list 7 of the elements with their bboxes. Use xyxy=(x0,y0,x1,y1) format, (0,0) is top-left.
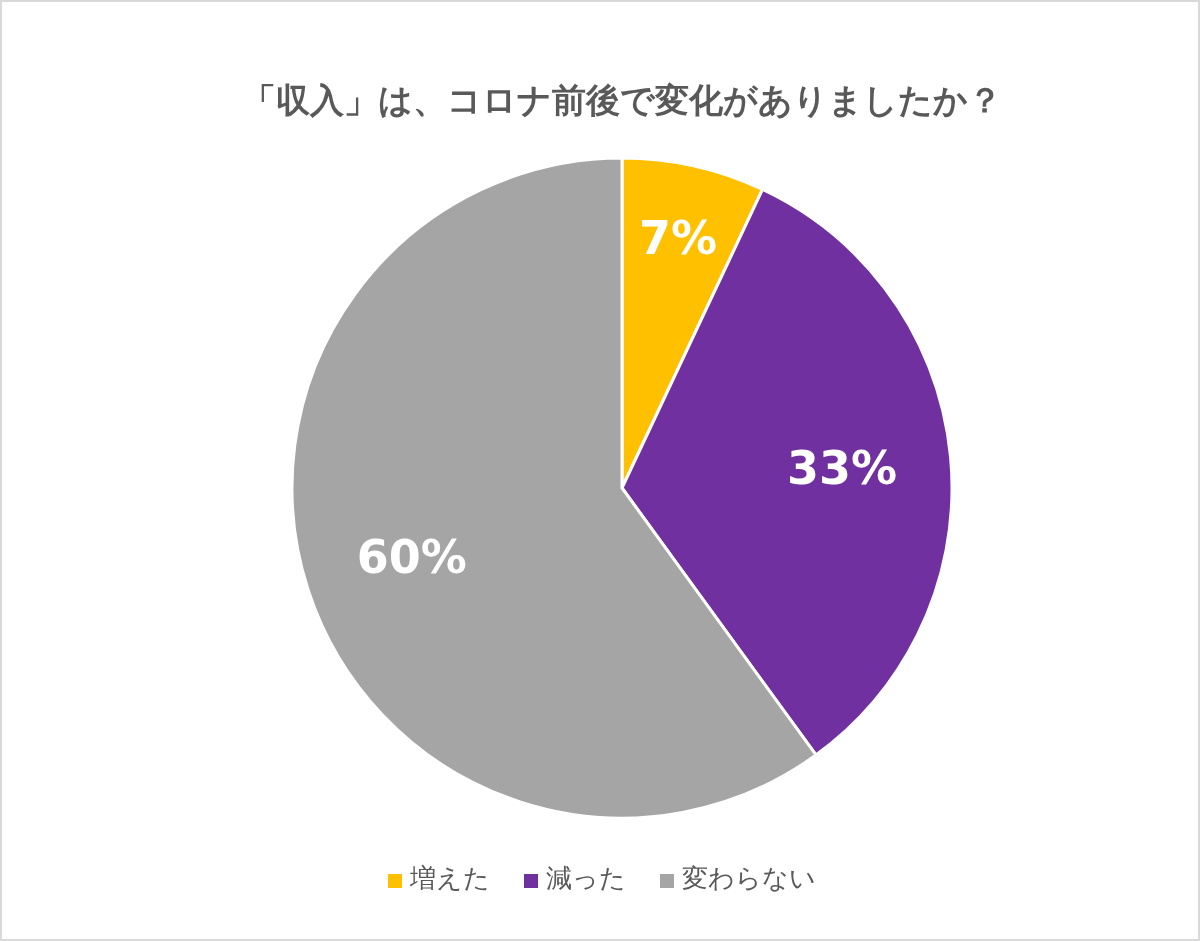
legend-label: 変わらない xyxy=(682,863,816,893)
chart-title: 「収入」は、コロナ前後で変化がありましたか？ xyxy=(242,80,1002,120)
data-label: 60% xyxy=(356,530,467,585)
data-label: 33% xyxy=(787,441,898,496)
legend-label: 減った xyxy=(546,863,626,893)
data-label: 7% xyxy=(639,210,718,265)
legend-label: 増えた xyxy=(409,863,490,893)
